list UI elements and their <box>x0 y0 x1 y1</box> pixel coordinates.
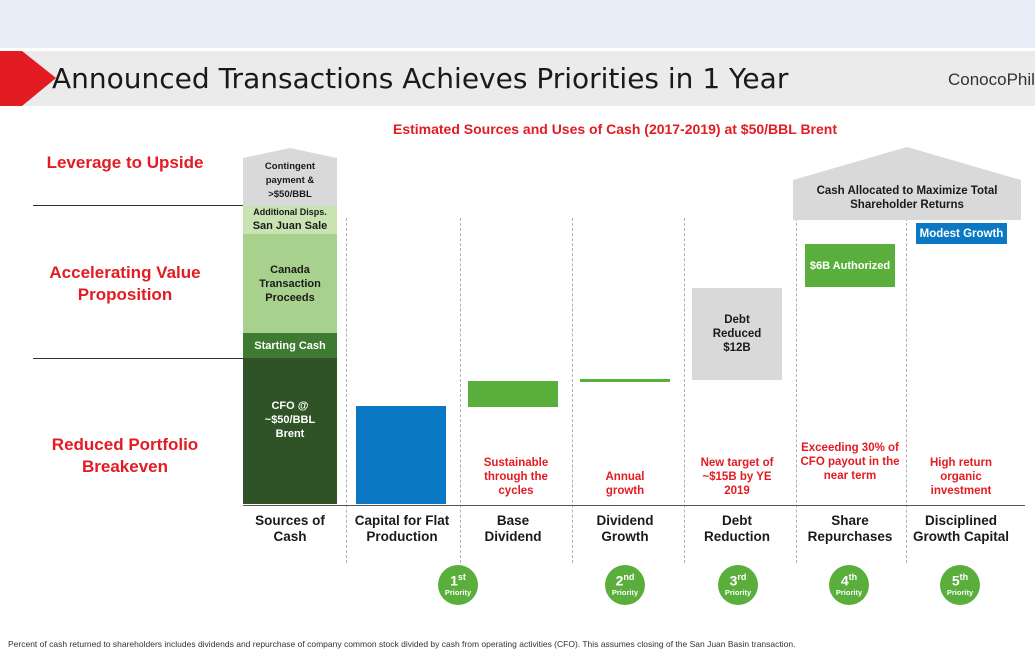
cfo-label: CFO @ ~$50/BBL Brent <box>264 400 316 440</box>
title-bar <box>0 51 1035 106</box>
shareholder-header: Cash Allocated to Maximize Total Shareho… <box>816 185 998 211</box>
page-title: Announced Transactions Achieves Prioriti… <box>52 62 789 95</box>
contingent-arrow-shape <box>243 148 337 206</box>
dividend-growth-bar <box>580 379 670 382</box>
priority-label: Priority <box>946 587 974 597</box>
column-separator <box>796 218 797 563</box>
priority-label: Priority <box>444 587 472 597</box>
capital-bar <box>356 406 446 504</box>
priority-label: Priority <box>611 587 639 597</box>
title-arrow-icon <box>22 51 56 106</box>
priority-rank: 1 <box>450 572 458 589</box>
base-dividend-bar <box>468 381 558 407</box>
column-separator <box>460 218 461 563</box>
priority-suffix: rd <box>737 572 747 582</box>
priority-suffix: th <box>959 572 969 582</box>
priority-badge-1: 1st Priority <box>438 565 478 605</box>
column-separator <box>906 218 907 563</box>
chart-subtitle: Estimated Sources and Uses of Cash (2017… <box>392 121 838 137</box>
divider-lower <box>33 358 336 359</box>
growth-bar: Modest Growth <box>916 223 1007 244</box>
priority-suffix: st <box>457 572 466 582</box>
priority-rank: 2 <box>615 572 624 589</box>
priority-suffix: th <box>848 572 858 582</box>
priority-badge-2: 2nd Priority <box>605 565 645 605</box>
debt-note: New target of ~$15B by YE 2019 <box>700 457 774 497</box>
repurchase-bar: $6B Authorized <box>805 244 895 287</box>
repurchase-note: Exceeding 30% of CFO payout in the near … <box>800 442 900 482</box>
priority-badge-3: 3rd Priority <box>718 565 758 605</box>
category-repurchases: Share Repurchases <box>807 513 893 544</box>
priority-label: Priority <box>835 587 863 597</box>
column-separator <box>346 218 347 563</box>
company-logo: ConocoPhilli <box>948 70 1035 89</box>
top-band <box>0 0 1035 48</box>
san-juan-sale-segment: San Juan Sale <box>243 218 337 234</box>
reduced-breakeven-label: Reduced Portfolio Breakeven <box>51 435 199 476</box>
dividend-growth-note: Annual growth <box>605 471 645 497</box>
accelerating-label: Accelerating Value Proposition <box>49 263 201 304</box>
priority-label: Priority <box>724 587 752 597</box>
column-separator <box>684 218 685 563</box>
category-growth: Disciplined Growth Capital <box>912 513 1009 544</box>
category-base-dividend: Base Dividend <box>484 513 542 544</box>
category-capital: Capital for Flat Production <box>354 513 450 544</box>
priority-rank: 3 <box>729 572 738 589</box>
column-separator <box>572 218 573 563</box>
contingent-payment-segment: Contingent payment & >$50/BBL <box>264 161 316 200</box>
additional-disps-segment: Additional Disps. <box>243 206 337 218</box>
leverage-label: Leverage to Upside <box>46 153 204 172</box>
priority-rank: 4 <box>840 572 849 589</box>
priority-badge-4: 4th Priority <box>829 565 869 605</box>
shareholder-arrow-shape <box>793 147 1021 220</box>
category-debt: Debt Reduction <box>704 513 770 544</box>
debt-reduction-bar: Debt Reduced $12B <box>692 288 782 380</box>
title-accent <box>0 51 22 106</box>
cfo-segment: CFO @ ~$50/BBL Brent <box>243 358 337 504</box>
priority-suffix: nd <box>623 572 635 582</box>
starting-cash-segment: Starting Cash <box>243 333 337 358</box>
baseline <box>243 505 1025 506</box>
priority-badge-5: 5th Priority <box>940 565 980 605</box>
category-dividend-growth: Dividend Growth <box>596 513 654 544</box>
base-dividend-note: Sustainable through the cycles <box>483 457 549 497</box>
footnote: Percent of cash returned to shareholders… <box>8 639 796 649</box>
category-sources: Sources of Cash <box>255 513 325 544</box>
canada-proceeds-segment: Canada Transaction Proceeds <box>243 234 337 333</box>
divider-upper <box>33 205 336 206</box>
growth-note: High return organic investment <box>930 457 992 497</box>
priority-rank: 5 <box>951 572 960 589</box>
